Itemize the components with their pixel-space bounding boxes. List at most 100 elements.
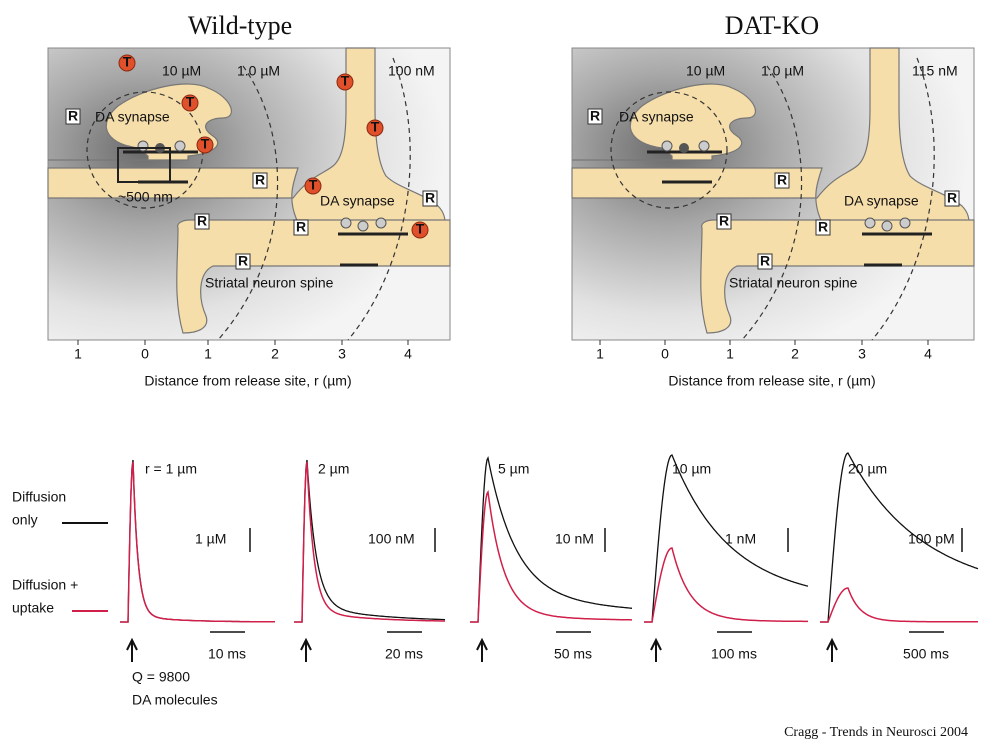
panel-title: DAT-KO <box>725 11 819 40</box>
time-label: 500 ms <box>903 646 949 662</box>
transporter: T <box>371 119 380 135</box>
stimulus-arrow <box>300 637 312 662</box>
legend-text: uptake <box>12 600 54 616</box>
trace-diffusion <box>644 454 809 623</box>
size-box <box>117 147 171 183</box>
transporter-dot <box>411 221 429 239</box>
tick-label: 2 <box>271 346 279 362</box>
note: Q = 9800 <box>132 669 190 685</box>
legend-text: Diffusion <box>12 489 66 505</box>
receptor-box <box>587 108 603 125</box>
legend: Diffusion only Diffusion + uptake <box>12 489 108 616</box>
synapse-label: DA synapse <box>95 109 170 125</box>
tick-label: 0 <box>661 346 669 362</box>
tick-label: 2 <box>791 346 799 362</box>
distance-label: 5 µm <box>498 461 529 477</box>
time-label: 50 ms <box>554 646 592 662</box>
receptor-box <box>252 172 268 189</box>
conc-label: 10 µM <box>686 63 725 79</box>
trace-diffusion <box>820 452 979 623</box>
transporter-dot <box>181 94 199 112</box>
time-label: 20 ms <box>385 646 423 662</box>
trace-uptake <box>644 547 808 623</box>
stimulus-arrow <box>650 637 662 662</box>
tick-label: 1 <box>726 346 734 362</box>
scale-label: 100 nM <box>368 531 415 547</box>
receptor-box <box>757 253 773 270</box>
trace-diffusion <box>294 459 445 623</box>
receptor-box <box>235 253 251 270</box>
conc-label: 10 µM <box>162 63 201 79</box>
spine-label: Striatal neuron spine <box>729 275 858 291</box>
distance-label: 20 µm <box>848 461 887 477</box>
receptor: R <box>255 172 265 188</box>
tick-label: 1 <box>596 346 604 362</box>
scale-label: 1 µM <box>195 531 226 547</box>
receptor: R <box>425 190 435 206</box>
trace-uptake <box>294 461 445 623</box>
distance-label: r = 1 µm <box>145 461 197 477</box>
synapse-label: DA synapse <box>844 193 919 209</box>
transporter: T <box>123 54 132 70</box>
receptor-box <box>65 108 81 125</box>
tick-label: 1 <box>74 346 82 362</box>
trace-uptake <box>470 489 632 623</box>
legend-text: only <box>12 512 38 528</box>
transporter-dot <box>336 73 354 91</box>
note: DA molecules <box>132 692 218 708</box>
conc-label: 115 nM <box>912 63 958 79</box>
credit: Cragg - Trends in Neurosci 2004 <box>784 725 968 740</box>
legend-text: Diffusion + <box>12 577 78 593</box>
conc-label: 1.0 µM <box>237 63 280 79</box>
spine-label: Striatal neuron spine <box>205 275 334 291</box>
time-label: 10 ms <box>208 646 246 662</box>
receptor: R <box>590 108 600 124</box>
labels-dat-ko: 10 µM 1.0 µM 115 nM DA synapse DA synaps… <box>619 63 958 291</box>
distance-label: 10 µm <box>672 461 711 477</box>
synapse-label: DA synapse <box>320 193 395 209</box>
tick-label: 4 <box>404 346 412 362</box>
transporter: T <box>186 94 195 110</box>
receptor: R <box>238 253 248 269</box>
stimulus-arrow <box>826 637 838 662</box>
transporter-dot <box>304 177 322 195</box>
trace-uptake <box>820 587 978 623</box>
receptor-box <box>774 172 790 189</box>
receptor: R <box>818 219 828 235</box>
time-label: 100 ms <box>711 646 757 662</box>
tick-label: 0 <box>141 346 149 362</box>
transporter: T <box>309 177 318 193</box>
tick-label: 4 <box>924 346 932 362</box>
receptor-box <box>194 213 210 230</box>
receptor: R <box>68 108 78 124</box>
receptor: R <box>719 213 729 229</box>
receptor: R <box>296 219 306 235</box>
receptor-box <box>944 190 960 207</box>
stimulus-arrow <box>126 637 138 662</box>
transporter-dot <box>366 119 384 137</box>
transporter: T <box>341 73 350 89</box>
receptor-box <box>815 219 831 236</box>
synapse-label: DA synapse <box>619 109 694 125</box>
labels-wild-type: 10 µM 1.0 µM 100 nM DA synapse DA synaps… <box>95 63 435 291</box>
tick-label: 3 <box>858 346 866 362</box>
receptor: R <box>777 172 787 188</box>
size-label: ~500 nm <box>118 189 173 205</box>
scale-label: 10 nM <box>555 531 594 547</box>
x-axis-label: Distance from release site, r (µm) <box>144 373 351 389</box>
receptor-box <box>716 213 732 230</box>
scale-label: 1 nM <box>725 531 756 547</box>
stimulus-arrow <box>476 637 488 662</box>
conc-label: 100 nM <box>388 63 435 79</box>
scale-label: 100 pM <box>908 531 955 547</box>
trace-diffusion <box>470 456 633 623</box>
receptor: R <box>947 190 957 206</box>
tick-label: 1 <box>204 346 212 362</box>
trace-uptake <box>120 461 275 623</box>
distance-label: 2 µm <box>318 461 349 477</box>
transporter: T <box>201 136 210 152</box>
receptor: R <box>197 213 207 229</box>
conc-label: 1.0 µM <box>761 63 804 79</box>
tick-label: 3 <box>338 346 346 362</box>
